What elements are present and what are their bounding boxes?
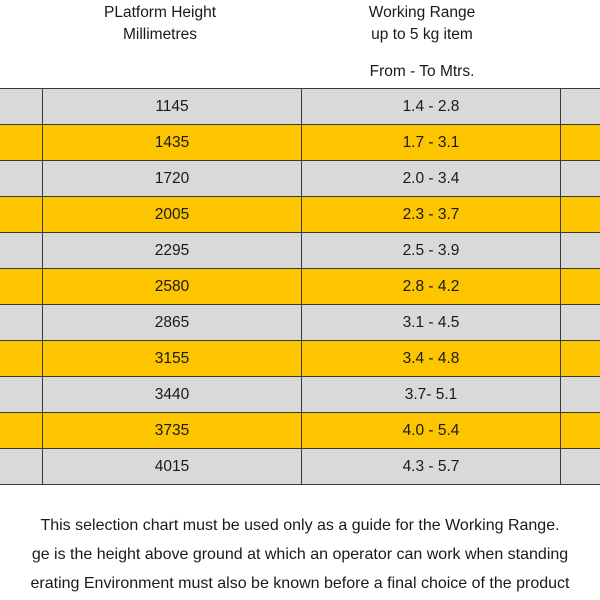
row-extra-cell <box>560 196 600 233</box>
footer-note-3: erating Environment must also be known b… <box>30 575 570 592</box>
table-row: 2580 2.8 - 4.2 <box>0 268 600 305</box>
row-spacer-cell <box>0 340 43 377</box>
row-spacer-cell <box>0 376 43 413</box>
working-range-unit: From - To Mtrs. <box>369 63 475 80</box>
table-row: 1435 1.7 - 3.1 <box>0 124 600 161</box>
row-extra-cell <box>560 340 600 377</box>
platform-height-cell: 3440 <box>42 376 302 413</box>
working-range-header: Working Range up to 5 kg item <box>322 2 522 46</box>
selection-table: 1145 1.4 - 2.8 1435 1.7 - 3.1 1720 2.0 - 3.4 2… <box>0 88 600 485</box>
row-extra-cell <box>560 268 600 305</box>
platform-height-cell: 2005 <box>42 196 302 233</box>
row-spacer-cell <box>0 124 43 161</box>
row-extra-cell <box>560 412 600 449</box>
platform-height-cell: 4015 <box>42 448 302 485</box>
row-extra-cell <box>560 124 600 161</box>
platform-height-cell: 3735 <box>42 412 302 449</box>
table-row: 3735 4.0 - 5.4 <box>0 412 600 449</box>
table-row: 1145 1.4 - 2.8 <box>0 88 600 125</box>
platform-height-cell: 1720 <box>42 160 302 197</box>
row-extra-cell <box>560 304 600 341</box>
working-range-cell: 1.4 - 2.8 <box>301 88 561 125</box>
row-spacer-cell <box>0 268 43 305</box>
working-range-cell: 3.7- 5.1 <box>301 376 561 413</box>
platform-height-cell: 1435 <box>42 124 302 161</box>
platform-height-cell: 2865 <box>42 304 302 341</box>
footer-note-1: This selection chart must be used only a… <box>40 517 560 534</box>
row-extra-cell <box>560 88 600 125</box>
row-spacer-cell <box>0 304 43 341</box>
row-extra-cell <box>560 232 600 269</box>
working-range-cell: 2.0 - 3.4 <box>301 160 561 197</box>
table-row: 1720 2.0 - 3.4 <box>0 160 600 197</box>
table-row: 2865 3.1 - 4.5 <box>0 304 600 341</box>
row-spacer-cell <box>0 196 43 233</box>
platform-height-cell: 1145 <box>42 88 302 125</box>
working-range-subheader: From - To Mtrs. <box>322 61 522 83</box>
working-range-cell: 2.3 - 3.7 <box>301 196 561 233</box>
table-row: 2005 2.3 - 3.7 <box>0 196 600 233</box>
working-range-cell: 1.7 - 3.1 <box>301 124 561 161</box>
row-extra-cell <box>560 376 600 413</box>
platform-height-unit: Millimetres <box>122 26 198 43</box>
platform-height-header: PLatform Height Millimetres <box>60 2 260 46</box>
platform-height-cell: 2580 <box>42 268 302 305</box>
working-range-cell: 3.1 - 4.5 <box>301 304 561 341</box>
working-range-cell: 3.4 - 4.8 <box>301 340 561 377</box>
table-row: 3440 3.7- 5.1 <box>0 376 600 413</box>
working-range-cell: 4.3 - 5.7 <box>301 448 561 485</box>
working-range-title: Working Range <box>368 4 476 21</box>
platform-height-cell: 3155 <box>42 340 302 377</box>
row-spacer-cell <box>0 160 43 197</box>
working-range-cell: 4.0 - 5.4 <box>301 412 561 449</box>
table-row: 4015 4.3 - 5.7 <box>0 448 600 485</box>
row-extra-cell <box>560 448 600 485</box>
working-range-cell: 2.8 - 4.2 <box>301 268 561 305</box>
row-spacer-cell <box>0 232 43 269</box>
platform-height-title: PLatform Height <box>104 4 216 21</box>
row-spacer-cell <box>0 88 43 125</box>
table-row: 2295 2.5 - 3.9 <box>0 232 600 269</box>
working-range-cell: 2.5 - 3.9 <box>301 232 561 269</box>
selection-table-body: 1145 1.4 - 2.8 1435 1.7 - 3.1 1720 2.0 - 3.4 2… <box>0 88 600 485</box>
footer-note-2: ge is the height above ground at which a… <box>31 546 569 563</box>
row-spacer-cell <box>0 412 43 449</box>
platform-height-cell: 2295 <box>42 232 302 269</box>
table-row: 3155 3.4 - 4.8 <box>0 340 600 377</box>
row-extra-cell <box>560 160 600 197</box>
row-spacer-cell <box>0 448 43 485</box>
working-range-load: up to 5 kg item <box>371 26 473 43</box>
